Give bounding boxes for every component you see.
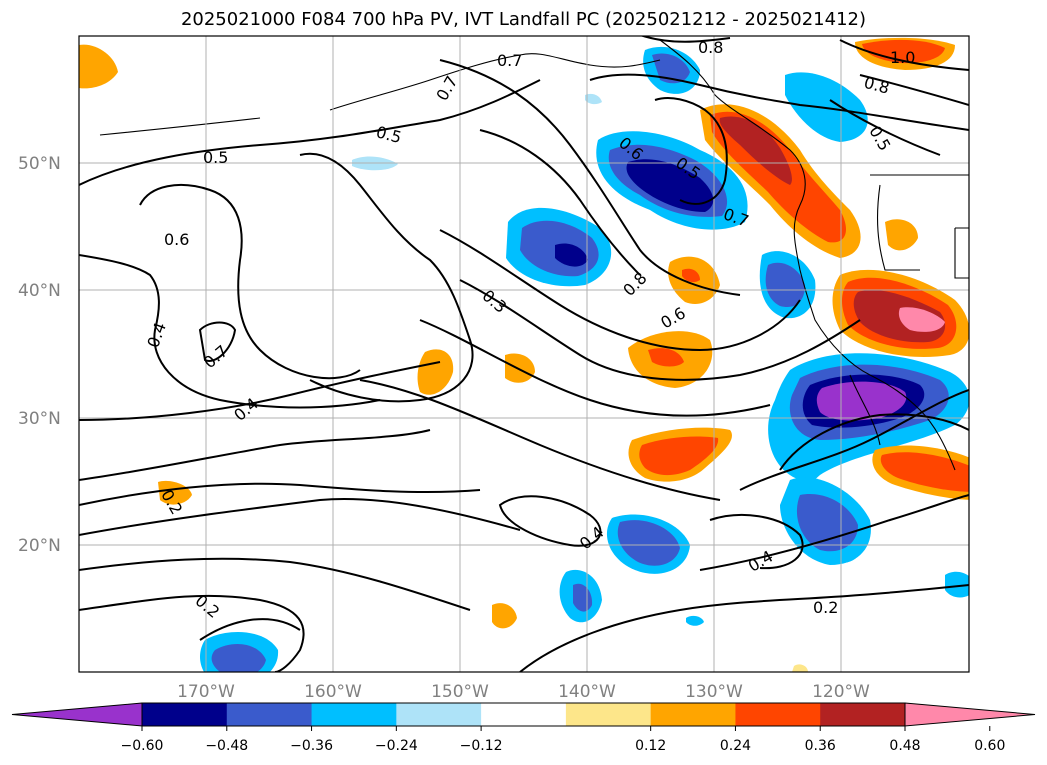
colorbar-segment xyxy=(565,703,652,726)
colorbar-segment xyxy=(226,703,313,726)
colorbar-segment xyxy=(650,703,736,726)
latitude-label: 40°N xyxy=(18,281,61,301)
longitude-label: 140°W xyxy=(558,682,616,702)
contour-label: 1.0 xyxy=(890,48,915,67)
colorbar-tick-label: −0.48 xyxy=(205,738,248,754)
colorbar-segment xyxy=(820,703,906,726)
page-title: 2025021000 F084 700 hPa PV, IVT Landfall… xyxy=(180,9,867,30)
contour-label: 0.6 xyxy=(164,230,189,249)
map-frame xyxy=(78,35,970,673)
longitude-label: 170°W xyxy=(177,682,235,702)
longitude-label: 130°W xyxy=(685,682,743,702)
contour-label: 0.5 xyxy=(203,148,228,167)
positive-anomaly-region xyxy=(79,44,118,89)
contour-label: 0.7 xyxy=(497,51,522,70)
colorbar-labels: −0.60 −0.48 −0.36 −0.24 −0.12 0.12 0.24 0.36 0.4… xyxy=(121,726,1005,754)
latitude-label: 30°N xyxy=(18,409,61,429)
coastlines xyxy=(99,39,969,471)
graticule xyxy=(79,36,969,672)
colorbar-extension-high xyxy=(904,702,1036,727)
colorbar-extension-low xyxy=(11,702,143,727)
colorbar-segment xyxy=(481,703,567,726)
colorbar-segment xyxy=(735,703,821,726)
colorbar-tick-label: 0.12 xyxy=(635,738,666,754)
colorbar-segment xyxy=(396,703,482,726)
map-panel: 0.5 0.7 0.7 0.5 0.6 0.4 0.7 0.4 0.3 0.6 … xyxy=(79,36,969,672)
longitude-label: 160°W xyxy=(304,682,362,702)
contour-label: 0.8 xyxy=(698,38,723,57)
colorbar-tick-label: −0.12 xyxy=(460,738,503,754)
colorbar-tick-label: −0.24 xyxy=(375,738,418,754)
longitude-axis: 170°W 160°W 150°W 140°W 130°W 120°W xyxy=(177,682,870,702)
latitude-axis: 50°N 40°N 30°N 20°N xyxy=(18,154,61,556)
longitude-label: 120°W xyxy=(812,682,870,702)
colorbar-tick-label: 0.48 xyxy=(889,738,920,754)
colorbar-segment xyxy=(311,703,397,726)
colorbar-tick-label: 0.36 xyxy=(805,738,836,754)
colorbar-segment xyxy=(142,703,228,726)
pv-contours xyxy=(79,36,969,672)
longitude-label: 150°W xyxy=(431,682,489,702)
colorbar-tick-label: 0.60 xyxy=(974,738,1005,754)
colorbar xyxy=(11,702,1036,727)
contour-label: 0.2 xyxy=(813,598,838,617)
latitude-label: 20°N xyxy=(18,536,61,556)
colorbar-tick-label: −0.36 xyxy=(290,738,333,754)
colorbar-frame xyxy=(141,702,906,727)
colorbar-tick-label: 0.24 xyxy=(720,738,751,754)
latitude-label: 50°N xyxy=(18,154,61,174)
colorbar-tick-label: −0.60 xyxy=(121,738,164,754)
